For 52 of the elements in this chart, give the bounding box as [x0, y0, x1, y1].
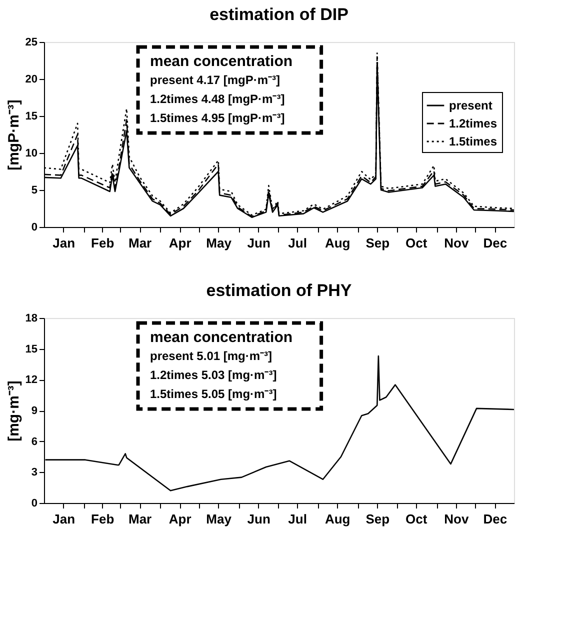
legend-label: 1.5times: [449, 134, 498, 148]
annotation: 1.2times 5.03 [mg·m⁻³]: [150, 368, 277, 382]
annotation: present 5.01 [mg·m⁻³]: [150, 349, 272, 363]
y-axis-title: [mg·m⁻³]: [5, 380, 22, 442]
y-tick-label: 10: [25, 148, 38, 160]
annotation: mean concentration: [150, 329, 293, 346]
y-axis-title: [mgP·m⁻³]: [5, 100, 22, 170]
y-tick-label: 3: [31, 466, 38, 479]
legend-label: present: [449, 98, 492, 112]
legend-label: 1.2times: [449, 116, 498, 130]
y-tick-label: 0: [31, 222, 38, 234]
x-tick-label: Feb: [91, 512, 114, 526]
x-tick-label: Jun: [247, 512, 270, 526]
x-tick-label: Oct: [406, 236, 428, 250]
x-tick-label: Jul: [288, 512, 307, 526]
chart-title: estimation of PHY: [206, 281, 352, 300]
x-tick-label: May: [206, 512, 232, 526]
x-tick-label: Jan: [52, 236, 76, 250]
x-tick-label: Mar: [128, 236, 152, 250]
x-tick-label: Nov: [444, 236, 470, 250]
y-tick-label: 0: [31, 498, 38, 510]
x-tick-label: Dec: [483, 512, 508, 526]
y-tick-label: 5: [31, 184, 38, 196]
y-tick-label: 18: [25, 312, 38, 324]
x-tick-label: Nov: [444, 512, 470, 526]
x-tick-label: Apr: [168, 512, 192, 526]
x-tick-label: Jan: [52, 512, 76, 526]
y-tick-label: 15: [25, 110, 38, 122]
annotation: mean concentration: [150, 53, 293, 70]
x-tick-label: Feb: [91, 236, 114, 250]
x-tick-label: May: [206, 236, 232, 250]
y-tick-label: 20: [25, 74, 38, 86]
annotation: 1.5times 5.05 [mg·m⁻³]: [150, 387, 277, 401]
y-tick-label: 6: [31, 436, 38, 448]
x-tick-label: Oct: [406, 512, 428, 526]
x-tick-label: Aug: [324, 512, 350, 526]
y-tick-label: 12: [25, 374, 38, 386]
annotation: 1.5times 4.95 [mgP·m⁻³]: [150, 111, 285, 125]
x-tick-label: Mar: [128, 512, 152, 526]
annotation: present 4.17 [mgP·m⁻³]: [150, 73, 280, 87]
y-tick-label: 15: [25, 343, 38, 356]
y-tick-label: 25: [25, 36, 38, 48]
chart-title: estimation of DIP: [210, 5, 348, 24]
x-tick-label: Dec: [483, 236, 508, 250]
annotation: 1.2times 4.48 [mgP·m⁻³]: [150, 92, 285, 106]
x-tick-label: Sep: [366, 512, 390, 526]
x-tick-label: Jun: [247, 236, 270, 250]
x-tick-label: Jul: [288, 236, 307, 250]
y-tick-label: 9: [31, 405, 38, 417]
x-tick-label: Sep: [366, 236, 390, 250]
x-tick-label: Apr: [168, 236, 192, 250]
x-tick-label: Aug: [324, 236, 350, 250]
